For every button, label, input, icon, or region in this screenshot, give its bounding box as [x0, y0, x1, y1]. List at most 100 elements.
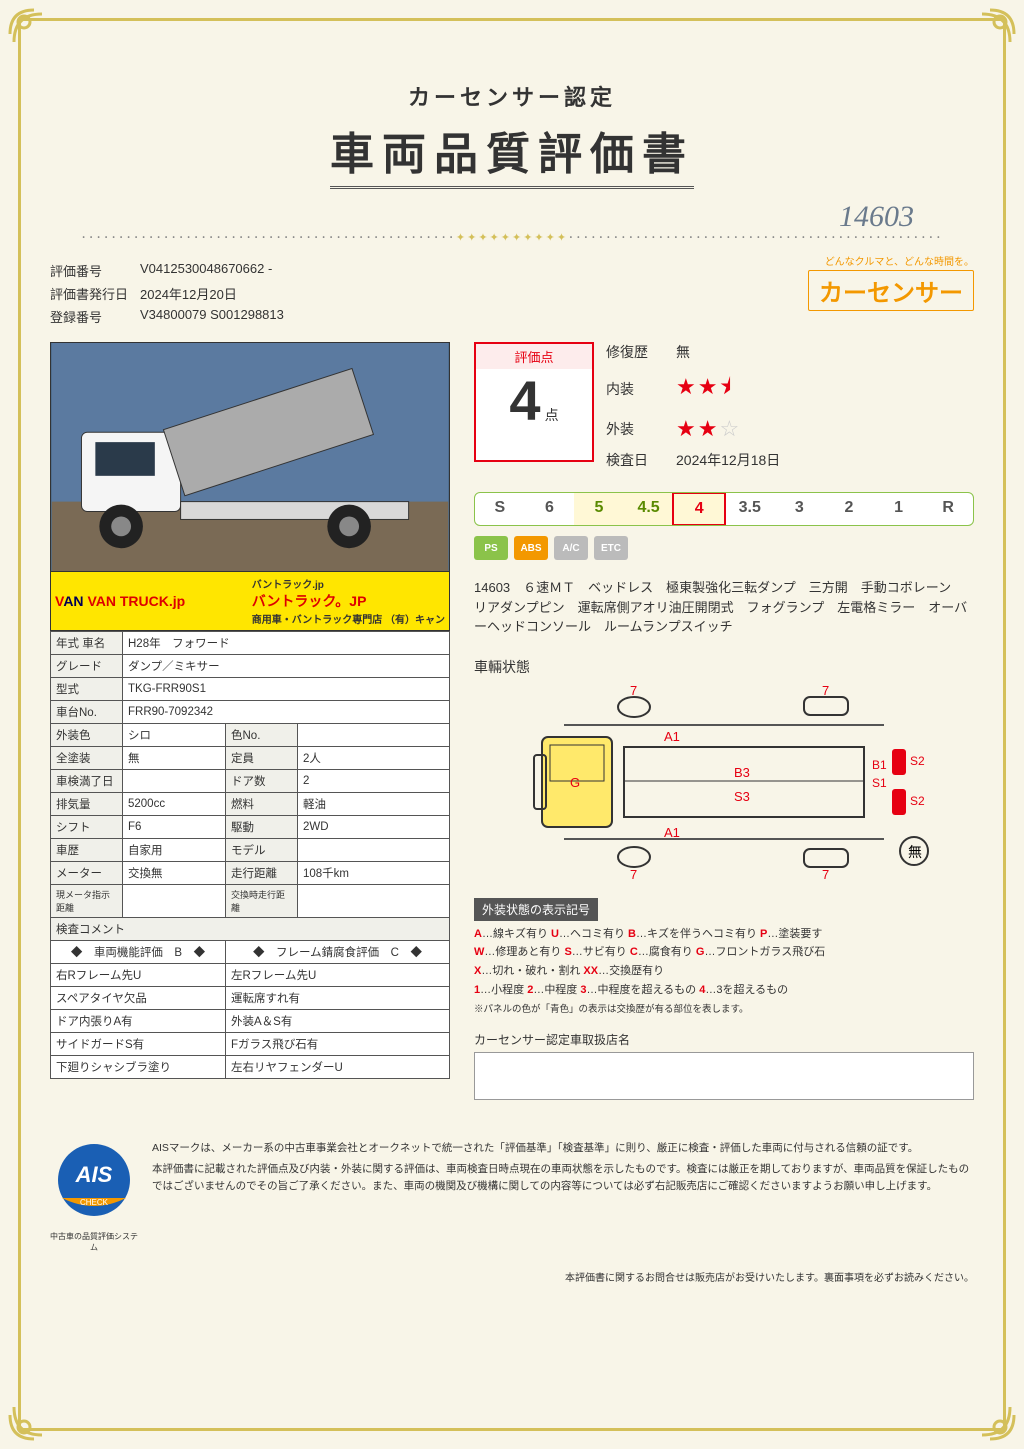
spec-value: F6: [123, 816, 226, 839]
desc-number: 14603: [474, 580, 510, 595]
repair-value: 無: [676, 342, 690, 362]
spec-label: 駆動: [226, 816, 298, 839]
spec-value: 108千km: [298, 862, 450, 885]
legend-note: ※パネルの色が「青色」の表示は交換歴が有る部位を表します。: [474, 1001, 974, 1015]
inspect-date: 2024年12月18日: [676, 450, 780, 470]
dealer-label: カーセンサー認定車取扱店名: [474, 1031, 974, 1048]
feature-icon: ABS: [514, 536, 548, 560]
svg-text:B1: B1: [872, 758, 887, 772]
ais-p1: AISマークは、メーカー系の中古車事業会社とオークネットで統一された「評価基準」…: [152, 1140, 974, 1157]
reg-no-label: 登録番号: [50, 307, 140, 326]
feature-icons: PSABSA/CETC: [474, 536, 974, 560]
spec-value: 2人: [298, 747, 450, 770]
spec-value: 2: [298, 770, 450, 793]
spec-label: 年式 車名: [51, 632, 123, 655]
spec-value: Fガラス飛び石有: [226, 1033, 450, 1056]
score-label: 評価点: [476, 344, 592, 369]
spec-value: サイドガードS有: [51, 1033, 226, 1056]
exterior-stars: ★★☆: [676, 416, 741, 442]
spec-value: 5200cc: [123, 793, 226, 816]
feature-icon: ETC: [594, 536, 628, 560]
spec-label: 排気量: [51, 793, 123, 816]
spec-value: [123, 770, 226, 793]
spec-label: 交換時走行距離: [226, 885, 298, 918]
spec-label: 燃料: [226, 793, 298, 816]
reg-no: V34800079 S001298813: [140, 307, 284, 326]
description: 14603 ６速ＭＴ ベッドレス 極東製強化三転ダンプ 三方開 手動コボレーン …: [474, 578, 974, 637]
spec-label: 型式: [51, 678, 123, 701]
spec-value: 自家用: [123, 839, 226, 862]
corner-ornament: [970, 1395, 1016, 1441]
dealer-box: [474, 1052, 974, 1100]
corner-ornament: [970, 8, 1016, 54]
svg-text:7: 7: [630, 867, 637, 881]
ais-caption: 中古車の品質評価システム: [50, 1231, 138, 1253]
feature-icon: PS: [474, 536, 508, 560]
spec-label: 走行距離: [226, 862, 298, 885]
spec-label: モデル: [226, 839, 298, 862]
divider-rule: ････････････････････････････････････････…: [50, 229, 974, 245]
spec-label: ドア数: [226, 770, 298, 793]
handwritten-number: 14603: [839, 200, 914, 234]
spec-value: 下廻りシャシブラ塗り: [51, 1056, 226, 1079]
spec-label: グレード: [51, 655, 123, 678]
dealer-sub: 商用車・バントラック専門店 （有）キャン: [252, 615, 445, 626]
spec-value: [298, 724, 450, 747]
spec-label: 外装色: [51, 724, 123, 747]
desc-body: ６速ＭＴ ベッドレス 極東製強化三転ダンプ 三方開 手動コボレーン リアダンプピ…: [474, 580, 967, 634]
spec-value: 外装A＆S有: [226, 1010, 450, 1033]
dealer-banner: VAN VAN TRUCK.jp バントラック.jp バントラック。JP 商用車…: [50, 572, 450, 631]
brand-logo: カーセンサー: [808, 270, 974, 311]
spec-label: ◆ 車両機能評価 B ◆: [51, 941, 226, 964]
vehicle-photo: [50, 342, 450, 572]
svg-text:S1: S1: [872, 776, 887, 790]
condition-diagram: A1 A1 G B3 S3 B1 S1 S2 S2 7 7 7 7 無: [474, 681, 974, 881]
svg-text:S2: S2: [910, 754, 925, 768]
spec-label: 車歴: [51, 839, 123, 862]
spec-value: TKG-FRR90S1: [123, 678, 450, 701]
repair-label: 修復歴: [606, 342, 676, 362]
corner-ornament: [8, 8, 54, 54]
issue-date-label: 評価書発行日: [50, 284, 140, 303]
spec-value: [298, 885, 450, 918]
spec-label: ◆ フレーム錆腐食評価 C ◆: [226, 941, 450, 964]
footer-note: 本評価書に関するお問合せは販売店がお受けいたします。裏面事項を必ずお読みください…: [50, 1269, 974, 1284]
spec-value: 交換無: [123, 862, 226, 885]
spec-value: 2WD: [298, 816, 450, 839]
exterior-label: 外装: [606, 419, 676, 439]
main-title: 車両品質評価書: [330, 118, 694, 189]
svg-text:A1: A1: [664, 729, 680, 744]
dealer-url: VAN TRUCK.jp: [87, 593, 185, 609]
eval-no-label: 評価番号: [50, 261, 140, 280]
spec-value: 左Rフレーム先U: [226, 964, 450, 987]
spec-value: 左右リヤフェンダーU: [226, 1056, 450, 1079]
svg-text:B3: B3: [734, 765, 750, 780]
svg-text:AIS: AIS: [75, 1162, 113, 1187]
svg-text:7: 7: [822, 867, 829, 881]
svg-text:S2: S2: [910, 794, 925, 808]
subtitle: カーセンサー認定: [50, 80, 974, 112]
svg-text:無: 無: [908, 844, 922, 860]
svg-text:CHECK: CHECK: [80, 1198, 109, 1207]
interior-label: 内装: [606, 379, 676, 399]
ais-p2: 本評価書に記載された評価点及び内装・外装に関する評価は、車両検査日時点現在の車両…: [152, 1161, 974, 1195]
eval-no: V0412530048670662 -: [140, 261, 272, 280]
ais-text: AISマークは、メーカー系の中古車事業会社とオークネットで統一された「評価基準」…: [152, 1140, 974, 1253]
spec-value: スペアタイヤ欠品: [51, 987, 226, 1010]
spec-label: 現メータ指示距離: [51, 885, 123, 918]
spec-value: 無: [123, 747, 226, 770]
spec-label: シフト: [51, 816, 123, 839]
inspect-label: 検査日: [606, 450, 676, 470]
legend: 外装状態の表示記号 A…線キズ有り U…ヘコミ有り B…キズを伴うヘコミ有り P…: [474, 898, 974, 1016]
dealer-tag: バントラック.jp: [252, 580, 324, 591]
interior-stars: ★★⯨: [676, 370, 733, 408]
spec-label: 車台No.: [51, 701, 123, 724]
spec-value: 運転席すれ有: [226, 987, 450, 1010]
spec-value: ダンプ／ミキサー: [123, 655, 450, 678]
spec-value: [298, 839, 450, 862]
svg-text:G: G: [570, 775, 580, 790]
legend-body: A…線キズ有り U…ヘコミ有り B…キズを伴うヘコミ有り P…塗装要すW…修理あ…: [474, 925, 974, 1000]
spec-label: 色No.: [226, 724, 298, 747]
spec-label: 車検満了日: [51, 770, 123, 793]
spec-value: 軽油: [298, 793, 450, 816]
